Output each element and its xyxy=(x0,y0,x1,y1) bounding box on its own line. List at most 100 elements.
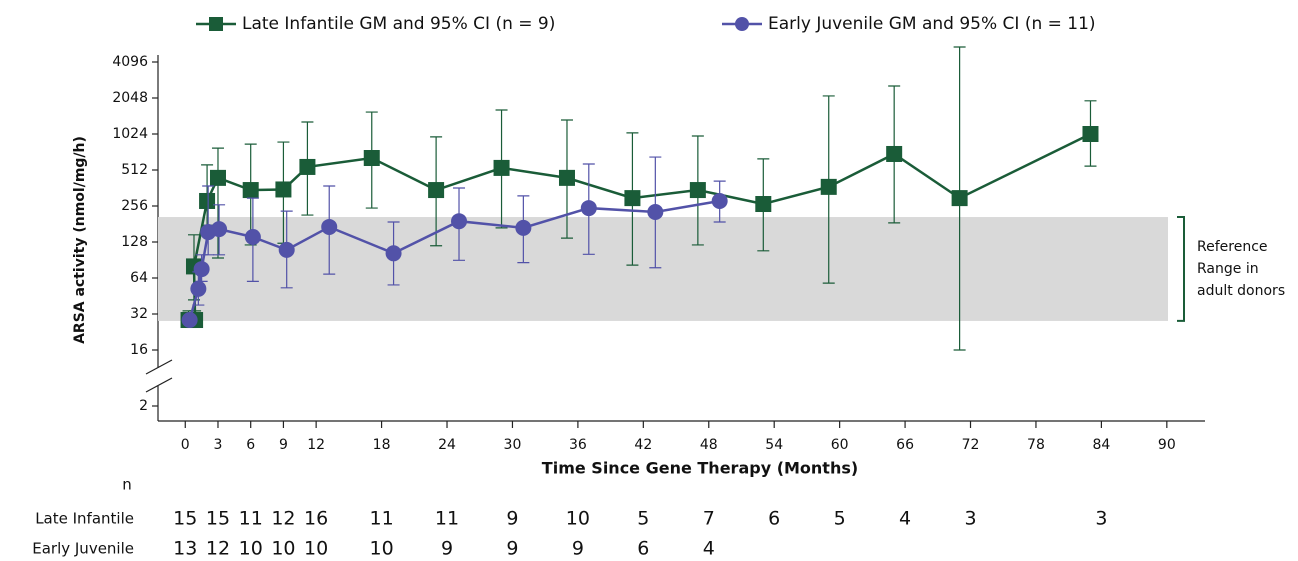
x-tick-label: 66 xyxy=(896,437,914,453)
marker xyxy=(199,192,216,209)
marker xyxy=(242,182,259,199)
y-tick-label: 2 xyxy=(139,398,148,414)
reference-label: Reference xyxy=(1197,239,1268,255)
x-tick-label: 78 xyxy=(1027,437,1045,453)
marker xyxy=(299,158,316,175)
marker xyxy=(647,204,664,221)
marker xyxy=(363,150,380,167)
n-count: 10 xyxy=(369,538,393,558)
n-count: 16 xyxy=(304,508,328,530)
x-tick-label: 24 xyxy=(438,437,456,453)
axis-break xyxy=(145,377,173,393)
y-tick-label: 1024 xyxy=(112,126,148,142)
n-count: 10 xyxy=(271,538,295,558)
error-bar xyxy=(211,147,224,259)
marker xyxy=(385,245,402,262)
n-count: 10 xyxy=(239,538,263,558)
x-tick-label: 36 xyxy=(569,437,587,453)
marker xyxy=(451,213,468,230)
n-count: 9 xyxy=(506,508,518,530)
n-count: 9 xyxy=(572,538,584,558)
x-tick-label: 6 xyxy=(246,437,255,453)
marker xyxy=(624,190,641,207)
x-axis-label: Time Since Gene Therapy (Months) xyxy=(542,459,858,478)
n-count: 10 xyxy=(566,508,590,530)
x-tick-label: 48 xyxy=(700,437,718,453)
marker xyxy=(278,241,295,258)
marker xyxy=(193,261,210,278)
x-tick-label: 60 xyxy=(831,437,849,453)
n-table-title: n xyxy=(122,476,132,494)
y-tick-label: 2048 xyxy=(112,90,148,106)
legend-label: Late Infantile GM and 95% CI (n = 9) xyxy=(242,14,555,34)
n-count: 15 xyxy=(206,508,230,530)
n-count: 12 xyxy=(206,538,230,558)
marker xyxy=(1082,126,1099,142)
marker xyxy=(244,228,261,245)
x-tick-label: 72 xyxy=(962,437,980,453)
n-row-label: Late Infantile xyxy=(35,510,134,528)
n-count: 12 xyxy=(271,508,295,530)
y-tick-label: 128 xyxy=(121,234,148,250)
y-tick-label: 16 xyxy=(130,342,148,358)
n-count: 15 xyxy=(173,508,197,530)
y-tick-label: 64 xyxy=(130,270,148,286)
marker xyxy=(886,145,903,162)
x-tick-label: 9 xyxy=(279,437,288,453)
x-tick-label: 3 xyxy=(214,437,223,453)
n-count: 3 xyxy=(964,508,976,530)
y-tick-label: 256 xyxy=(121,198,148,214)
n-count: 5 xyxy=(637,508,649,530)
n-count: 13 xyxy=(173,538,197,558)
n-count: 9 xyxy=(506,538,518,558)
n-count: 4 xyxy=(703,538,715,558)
marker xyxy=(428,182,445,199)
marker xyxy=(580,200,597,217)
n-count: 6 xyxy=(768,508,780,530)
n-count: 4 xyxy=(899,508,911,530)
y-tick-label: 4096 xyxy=(112,54,148,70)
n-count: 3 xyxy=(1095,508,1107,530)
y-axis-label: ARSA activity (nmol/mg/h) xyxy=(72,136,88,344)
n-count: 9 xyxy=(441,538,453,558)
legend-marker xyxy=(735,17,749,31)
x-tick-label: 18 xyxy=(373,437,391,453)
reference-label: Range in xyxy=(1197,261,1259,277)
marker xyxy=(493,159,510,176)
marker xyxy=(558,169,575,186)
x-tick-label: 30 xyxy=(504,437,522,453)
n-count: 10 xyxy=(304,538,328,558)
n-count: 11 xyxy=(369,508,393,530)
marker xyxy=(275,181,292,198)
marker xyxy=(209,169,226,186)
n-count: 11 xyxy=(435,508,459,530)
marker xyxy=(321,218,338,235)
legend-marker xyxy=(209,17,223,31)
x-tick-label: 90 xyxy=(1158,437,1176,453)
marker xyxy=(515,219,532,236)
x-tick-label: 0 xyxy=(181,437,190,453)
n-count: 6 xyxy=(637,538,649,558)
axis-break xyxy=(145,359,173,375)
y-tick-label: 512 xyxy=(121,162,148,178)
x-tick-label: 12 xyxy=(307,437,325,453)
marker xyxy=(689,182,706,199)
n-count: 7 xyxy=(703,508,715,530)
n-count: 11 xyxy=(239,508,263,530)
marker xyxy=(755,196,772,213)
reference-label: adult donors xyxy=(1197,283,1285,299)
y-tick-label: 32 xyxy=(130,306,148,322)
x-tick-label: 42 xyxy=(634,437,652,453)
marker xyxy=(190,280,207,297)
legend-label: Early Juvenile GM and 95% CI (n = 11) xyxy=(768,14,1096,34)
marker xyxy=(211,221,228,238)
reference-bracket xyxy=(1177,216,1185,322)
n-count: 5 xyxy=(834,508,846,530)
marker xyxy=(820,178,837,195)
reference-range xyxy=(158,217,1168,321)
x-tick-label: 54 xyxy=(765,437,783,453)
marker xyxy=(181,312,198,329)
n-row-label: Early Juvenile xyxy=(32,540,134,558)
